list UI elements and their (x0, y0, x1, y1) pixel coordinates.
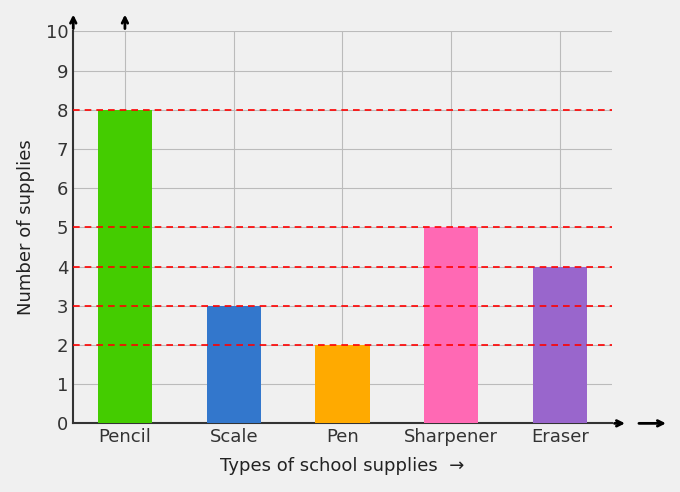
Bar (424, 227, 479, 423)
X-axis label: Types of school supplies  →: Types of school supplies → (220, 458, 464, 475)
Bar (533, 267, 588, 423)
Bar (98, 110, 152, 423)
Bar (316, 345, 370, 423)
Y-axis label: Number of supplies: Number of supplies (17, 140, 35, 315)
Bar (207, 306, 261, 423)
